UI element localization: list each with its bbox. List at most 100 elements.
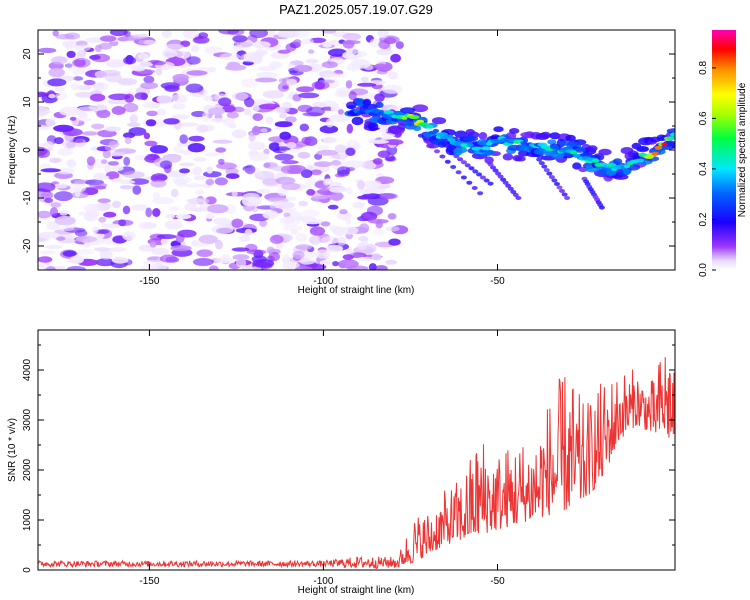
noise-blob [88,104,109,111]
streak-blob [543,168,550,173]
noise-blob [269,234,284,244]
streak-blob [512,192,519,197]
noise-blob [385,259,398,265]
noise-blob [159,254,177,263]
noise-blob [122,231,136,241]
noise-blob [50,202,62,208]
noise-blob [274,121,293,128]
noise-blob [357,236,369,242]
ridge-blob [431,117,447,125]
noise-blob [256,188,271,194]
noise-blob [139,266,162,270]
ridge-blob [454,147,468,154]
ridge-blob [540,131,551,139]
streak-blob [497,174,504,179]
noise-blob [193,157,207,162]
noise-blob [298,92,320,99]
streak-blob [502,180,509,185]
noise-blob [282,254,290,262]
noise-blob [316,149,339,156]
noise-blob [337,259,359,269]
noise-blob [285,116,297,123]
noise-blob [38,210,52,219]
noise-blob [164,220,183,230]
noise-blob [169,206,179,212]
noise-blob [187,197,210,205]
noise-blob [138,221,157,230]
noise-blob [40,191,54,199]
noise-blob [96,232,105,239]
noise-blob [281,182,301,191]
noise-blob [156,94,173,105]
noise-blob [232,129,247,139]
ridge-blob [574,147,586,153]
ridge-blob [515,156,526,162]
noise-blob [186,56,201,65]
noise-blob [231,190,238,197]
noise-blob [145,207,152,218]
noise-blob [49,157,62,163]
noise-blob [111,151,126,156]
noise-blob [395,41,404,49]
noise-blob [44,244,63,249]
noise-blob [210,118,227,123]
noise-blob [277,82,290,92]
noise-blob [371,253,382,261]
noise-blob [109,30,128,37]
noise-blob [286,142,297,149]
ridge-blob [517,150,530,157]
noise-blob [40,168,61,173]
noise-blob [76,117,92,122]
noise-blob [372,228,385,236]
noise-blob [182,30,199,39]
noise-blob [384,139,404,146]
snr-xtick-label: -50 [490,576,505,587]
noise-blob [165,213,176,219]
noise-blob [218,97,232,107]
noise-blob [57,226,75,232]
ridge-blob [368,122,379,131]
snr-xtick-label: -100 [313,576,333,587]
streak-blob [477,191,484,196]
spectrogram-ytick-label: -10 [22,190,33,205]
spectrogram-ytick-label: 10 [22,96,33,108]
noise-blob [368,218,389,224]
noise-blob [377,150,391,158]
noise-blob [70,83,81,91]
ridge-blob [394,111,403,116]
noise-blob [320,221,331,227]
noise-blob [295,233,307,242]
noise-blob [346,47,359,55]
noise-blob [192,36,210,44]
streak-blob [457,157,464,162]
noise-blob [246,249,267,255]
noise-blob [324,244,344,252]
noise-blob [179,162,195,167]
streak-blob [541,164,548,169]
noise-blob [92,226,99,234]
ridge-blob [362,103,378,110]
noise-blob [191,44,200,53]
noise-blob [170,188,179,198]
noise-blob [99,42,112,50]
noise-blob [350,59,371,69]
noise-blob [323,178,331,186]
noise-blob [208,107,225,115]
noise-blob [185,83,204,93]
noise-blob [155,174,168,181]
streak-blob [479,175,486,180]
noise-blob [318,79,335,84]
noise-blob [300,38,314,45]
colorbar-tick-label: 0.8 [698,61,709,75]
noise-blob [56,167,75,175]
noise-blob [357,256,374,261]
noise-blob [262,210,279,220]
colorbar-tick-label: 0.4 [698,162,709,176]
noise-blob [335,87,351,95]
noise-blob [170,245,192,252]
noise-blob [281,160,299,165]
noise-blob [150,175,159,182]
noise-blob [206,166,213,174]
noise-blob [193,175,206,181]
